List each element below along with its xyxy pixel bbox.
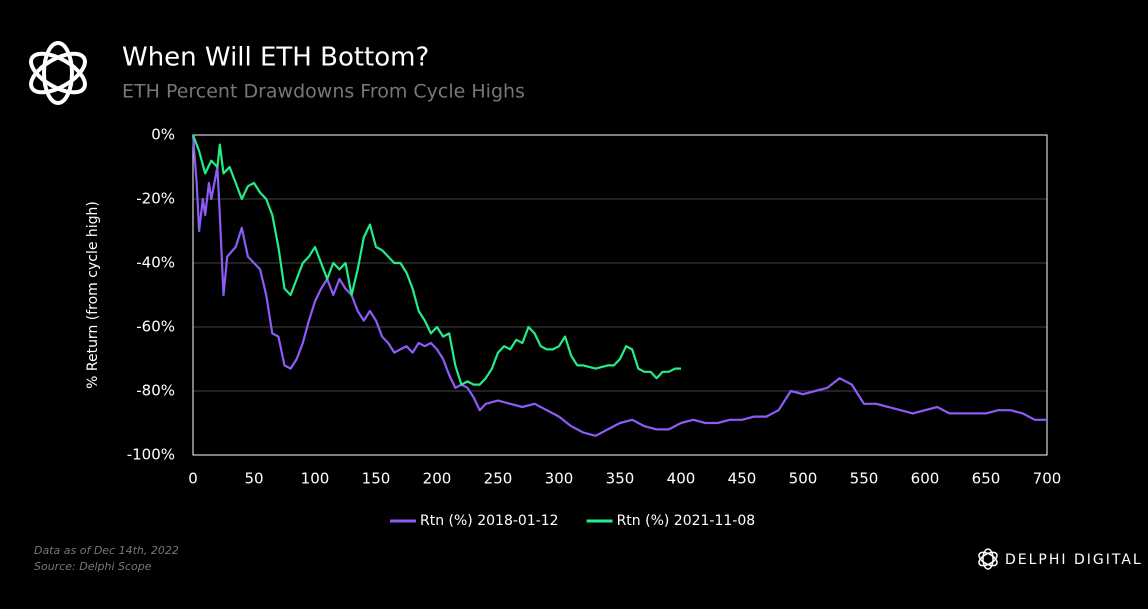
y-tick-label: -80% [136, 382, 175, 400]
x-tick-label: 400 [667, 470, 696, 488]
x-tick-label: 700 [1033, 470, 1062, 488]
x-tick-label: 0 [188, 470, 198, 488]
x-tick-label: 50 [244, 470, 263, 488]
x-tick-label: 550 [850, 470, 879, 488]
series-line [191, 134, 681, 386]
y-tick-label: -100% [127, 446, 175, 464]
x-tick-label: 250 [484, 470, 513, 488]
x-tick-label: 600 [911, 470, 940, 488]
x-tick-label: 450 [728, 470, 757, 488]
x-tick-label: 650 [972, 470, 1001, 488]
x-tick-label: 350 [606, 470, 635, 488]
chart-subtitle: ETH Percent Drawdowns From Cycle Highs [122, 81, 525, 103]
x-tick-label: 200 [423, 470, 452, 488]
note: Data as of Dec 14th, 2022 [34, 544, 179, 557]
x-tick-label: 150 [362, 470, 391, 488]
y-tick-label: -60% [136, 318, 175, 336]
y-tick-label: -40% [136, 254, 175, 272]
x-tick-label: 300 [545, 470, 574, 488]
x-tick-label: 500 [789, 470, 818, 488]
brand: DELPHI DIGITAL [1005, 552, 1143, 568]
legend-label: Rtn (%) 2021-11-08 [617, 513, 756, 529]
y-tick-label: 0% [151, 126, 175, 144]
legend-label: Rtn (%) 2018-01-12 [420, 513, 559, 529]
plot-border [192, 134, 1048, 456]
y-axis-label: % Return (from cycle high) [85, 201, 101, 389]
brand-logo [978, 548, 998, 570]
y-tick-label: -20% [136, 190, 175, 208]
logo [29, 41, 87, 105]
chart-title: When Will ETH Bottom? [122, 43, 429, 73]
x-tick-label: 100 [301, 470, 330, 488]
series-line [191, 134, 1047, 437]
source: Source: Delphi Scope [34, 560, 152, 573]
